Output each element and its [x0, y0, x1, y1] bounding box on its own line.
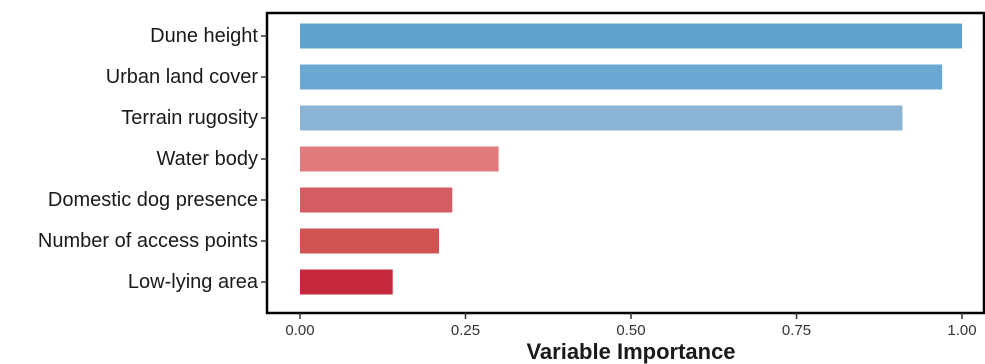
x-ticks-group: 0.00 0.25 0.50 0.75 1.00	[285, 313, 977, 339]
x-tick-label: 0.25	[451, 322, 480, 339]
bar-water-body	[300, 146, 499, 172]
category-label-domestic-dog-presence: Domestic dog presence	[48, 189, 258, 211]
x-axis-title: Variable Importance	[526, 339, 735, 364]
x-tick-label: 1.00	[947, 322, 976, 339]
x-tick-label: 0.00	[285, 322, 314, 339]
category-label-water-body: Water body	[156, 148, 258, 170]
plot-panel-border	[265, 11, 985, 315]
category-label-number-of-access-points: Number of access points	[38, 230, 258, 252]
category-label-urban-land-cover: Urban land cover	[106, 66, 259, 88]
category-label-dune-height: Dune height	[150, 25, 258, 47]
x-tick-label: 0.75	[782, 322, 811, 339]
x-tick-label: 0.50	[616, 322, 645, 339]
bar-number-of-access-points	[300, 228, 440, 254]
bar-domestic-dog-presence	[300, 187, 453, 213]
bars-group	[300, 23, 962, 295]
category-labels-group: Dune height Urban land cover Terrain rugos…	[38, 25, 267, 293]
bar-dune-height	[300, 23, 962, 49]
category-label-low-lying-area: Low-lying area	[128, 271, 259, 293]
bar-urban-land-cover	[300, 64, 943, 90]
category-label-terrain-rugosity: Terrain rugosity	[121, 107, 258, 129]
bar-terrain-rugosity	[300, 105, 903, 131]
bar-low-lying-area	[300, 269, 393, 295]
